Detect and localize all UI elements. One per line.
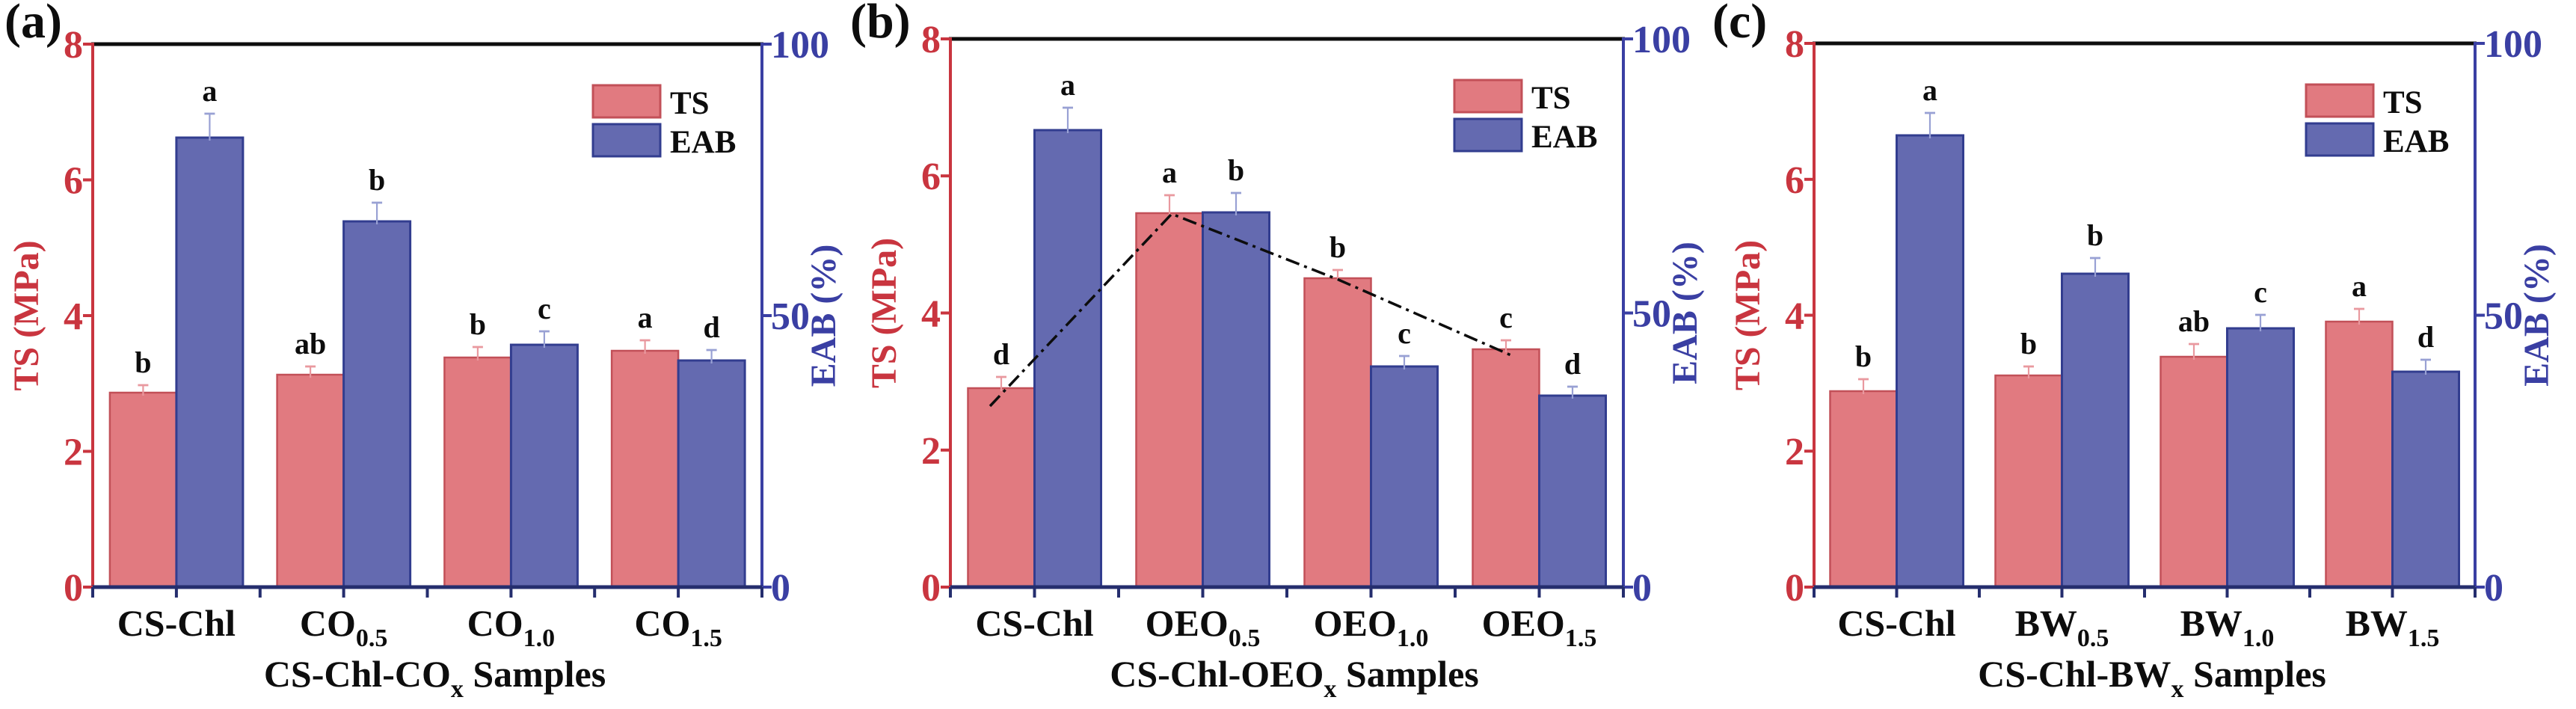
svg-text:a: a: [1060, 68, 1075, 102]
svg-text:EAB (%): EAB (%): [2517, 244, 2557, 387]
svg-text:b: b: [2020, 327, 2037, 360]
svg-text:4: 4: [64, 295, 83, 338]
svg-text:8: 8: [64, 24, 83, 67]
svg-text:EAB: EAB: [670, 125, 736, 160]
svg-text:CS-Chl-COx Samples: CS-Chl-COx Samples: [264, 653, 606, 703]
svg-text:100: 100: [2484, 23, 2542, 66]
svg-text:0: 0: [921, 567, 941, 610]
svg-text:6: 6: [1785, 159, 1804, 202]
svg-text:ab: ab: [2178, 304, 2210, 338]
svg-text:2: 2: [64, 432, 83, 474]
svg-text:CS-Chl-BWx Samples: CS-Chl-BWx Samples: [1978, 653, 2326, 703]
svg-text:8: 8: [921, 19, 941, 61]
svg-text:a: a: [1162, 156, 1177, 189]
svg-text:d: d: [703, 310, 719, 344]
svg-text:BW1.5: BW1.5: [2346, 602, 2440, 652]
svg-text:TS: TS: [670, 86, 710, 121]
svg-text:a: a: [1922, 73, 1937, 107]
svg-text:a: a: [638, 301, 653, 334]
svg-text:50: 50: [2484, 295, 2523, 338]
svg-text:TS (MPa): TS (MPa): [864, 238, 904, 388]
svg-text:b: b: [1228, 153, 1244, 187]
svg-text:TS (MPa): TS (MPa): [1728, 240, 1768, 390]
svg-text:b: b: [2087, 218, 2103, 252]
svg-text:50: 50: [1632, 293, 1671, 336]
svg-text:CS-Chl-OEOx Samples: CS-Chl-OEOx Samples: [1110, 653, 1478, 703]
svg-text:c: c: [2254, 275, 2267, 309]
svg-text:CS-Chl: CS-Chl: [117, 602, 236, 644]
svg-text:2: 2: [921, 430, 941, 473]
svg-text:4: 4: [1785, 295, 1804, 338]
svg-text:EAB: EAB: [1531, 120, 1597, 155]
svg-text:100: 100: [1632, 19, 1691, 61]
svg-text:0: 0: [2484, 567, 2503, 610]
svg-text:6: 6: [64, 160, 83, 203]
svg-text:100: 100: [771, 24, 829, 67]
svg-text:c: c: [1499, 301, 1513, 334]
svg-text:d: d: [2417, 320, 2434, 354]
svg-text:2: 2: [1785, 431, 1804, 473]
svg-text:EAB: EAB: [2383, 124, 2449, 159]
svg-text:8: 8: [1785, 23, 1804, 66]
svg-text:CS-Chl: CS-Chl: [1837, 602, 1955, 644]
svg-text:CS-Chl: CS-Chl: [975, 602, 1093, 644]
svg-text:ab: ab: [295, 327, 326, 360]
svg-text:c: c: [1398, 316, 1411, 350]
svg-text:b: b: [369, 163, 385, 197]
svg-text:b: b: [1855, 340, 1872, 373]
svg-text:TS: TS: [1531, 81, 1571, 116]
svg-text:(c): (c): [1712, 0, 1767, 49]
svg-text:d: d: [1564, 347, 1581, 381]
svg-text:4: 4: [921, 293, 941, 336]
svg-text:50: 50: [771, 295, 810, 338]
svg-text:TS: TS: [2383, 85, 2423, 120]
svg-text:d: d: [993, 337, 1009, 371]
svg-text:TS (MPa): TS (MPa): [7, 240, 46, 390]
svg-text:b: b: [1330, 230, 1346, 264]
svg-text:b: b: [135, 346, 151, 379]
svg-text:0: 0: [1785, 567, 1804, 610]
svg-text:a: a: [2352, 269, 2367, 303]
svg-text:6: 6: [921, 156, 941, 198]
svg-text:a: a: [202, 74, 217, 108]
svg-text:b: b: [470, 307, 486, 341]
svg-text:EAB (%): EAB (%): [804, 245, 843, 387]
svg-text:c: c: [538, 292, 551, 325]
svg-text:(a): (a): [4, 0, 62, 49]
svg-text:0: 0: [1632, 567, 1652, 610]
svg-text:0: 0: [64, 567, 83, 610]
svg-text:0: 0: [771, 567, 790, 610]
svg-text:(b): (b): [850, 0, 911, 49]
svg-text:EAB (%): EAB (%): [1665, 242, 1705, 384]
